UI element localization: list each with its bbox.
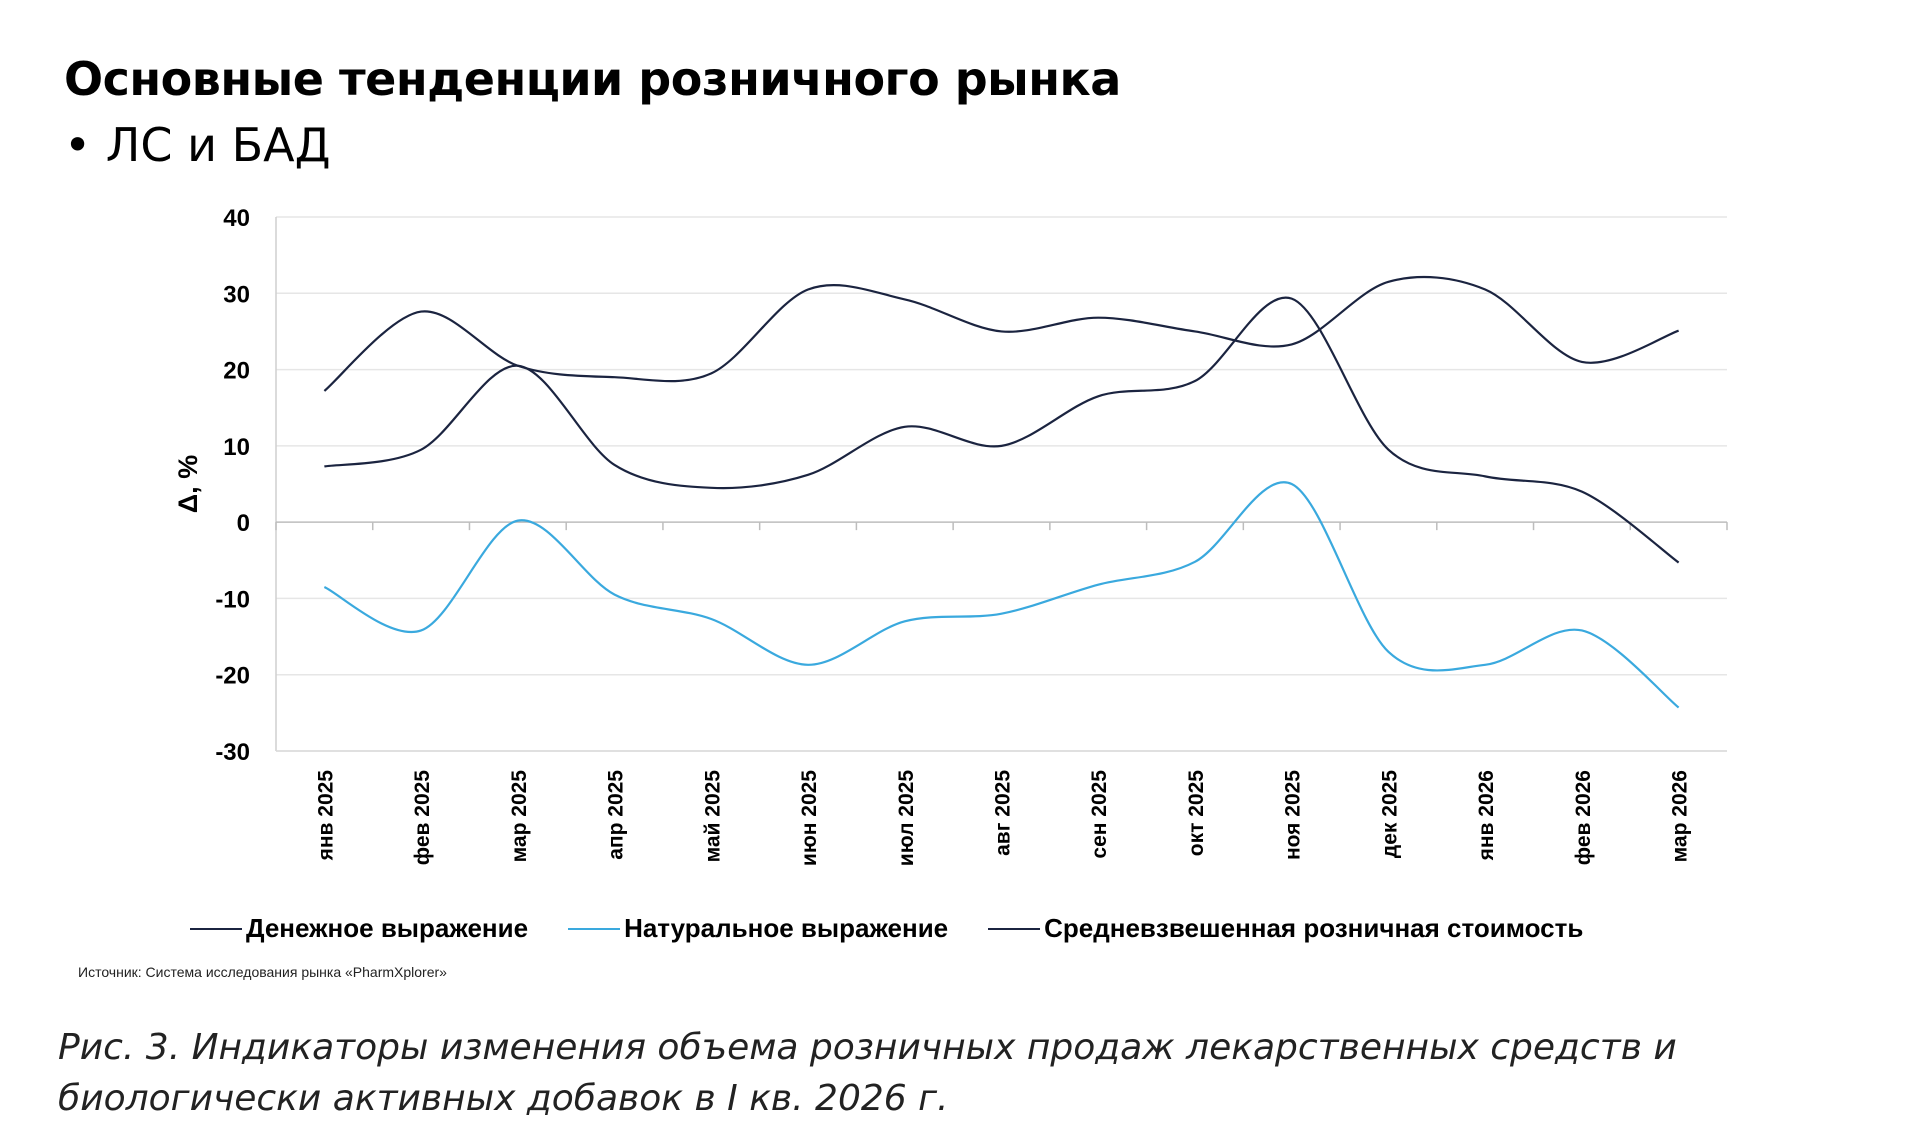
x-tick-label: июл 2025 bbox=[895, 770, 918, 867]
line-chart: 40 30 20 10 0 -10 -20 -30 янв 2025 фев 2025 мар 2… bbox=[173, 205, 1728, 867]
y-tick-label: -20 bbox=[215, 663, 250, 690]
x-tick-label: июн 2025 bbox=[798, 770, 821, 866]
series-line-3 bbox=[323, 275, 1679, 392]
legend-swatch bbox=[190, 927, 242, 930]
x-tick-labels: янв 2025 фев 2025 мар 2025 апр 2025 май 2025… bbox=[314, 770, 1691, 867]
page-title: Основные тенденции розничного рынка bbox=[64, 52, 1121, 106]
x-tick-label: окт 2025 bbox=[1185, 770, 1208, 856]
series-line-2 bbox=[323, 481, 1680, 709]
grid bbox=[276, 216, 1727, 752]
legend-label: Денежное выражение bbox=[246, 913, 529, 943]
y-axis-label: Δ, % bbox=[173, 455, 203, 513]
x-tick-label: ноя 2025 bbox=[1282, 770, 1305, 860]
legend-label: Натуральное выражение bbox=[624, 913, 949, 943]
x-tick-label: мар 2026 bbox=[1669, 770, 1692, 862]
legend: Денежное выражение Натуральное выражение… bbox=[190, 913, 1623, 944]
x-tick-label: мар 2025 bbox=[508, 770, 531, 863]
y-tick-label: 0 bbox=[237, 510, 250, 537]
x-tick-label: янв 2026 bbox=[1475, 770, 1498, 861]
y-tick-label: 10 bbox=[223, 434, 250, 461]
page-subtitle: • ЛС и БАД bbox=[64, 118, 331, 172]
legend-item: Денежное выражение bbox=[190, 913, 528, 944]
y-tick-label: 20 bbox=[223, 358, 250, 385]
series-line-1 bbox=[324, 296, 1680, 564]
x-tick-label: фев 2026 bbox=[1572, 770, 1595, 865]
y-tick-labels: 40 30 20 10 0 -10 -20 -30 bbox=[215, 205, 250, 766]
x-tick-label: дек 2025 bbox=[1378, 770, 1401, 858]
axes bbox=[275, 217, 1728, 752]
legend-item: Средневзвешенная розничная стоимость bbox=[988, 913, 1583, 944]
y-tick-label: -10 bbox=[215, 586, 250, 613]
y-tick-label: 30 bbox=[223, 281, 250, 308]
series-lines bbox=[323, 275, 1680, 709]
x-tick-label: фев 2025 bbox=[411, 770, 434, 866]
legend-item: Натуральное выражение bbox=[568, 913, 948, 944]
legend-label: Средневзвешенная розничная стоимость bbox=[1044, 913, 1584, 943]
legend-swatch bbox=[988, 927, 1041, 930]
source-note: Источник: Система исследования рынка «Ph… bbox=[78, 964, 447, 980]
y-tick-label: -30 bbox=[215, 739, 250, 766]
x-tick-label: янв 2025 bbox=[314, 770, 337, 862]
y-tick-label: 40 bbox=[223, 205, 250, 232]
x-tick-label: май 2025 bbox=[701, 770, 724, 863]
x-tick-label: авг 2025 bbox=[992, 770, 1015, 856]
x-tick-label: сен 2025 bbox=[1088, 770, 1111, 859]
x-tick-label: апр 2025 bbox=[605, 770, 628, 860]
figure-caption: Рис. 3. Индикаторы изменения объема розн… bbox=[58, 1027, 1677, 1119]
legend-swatch bbox=[568, 927, 621, 930]
